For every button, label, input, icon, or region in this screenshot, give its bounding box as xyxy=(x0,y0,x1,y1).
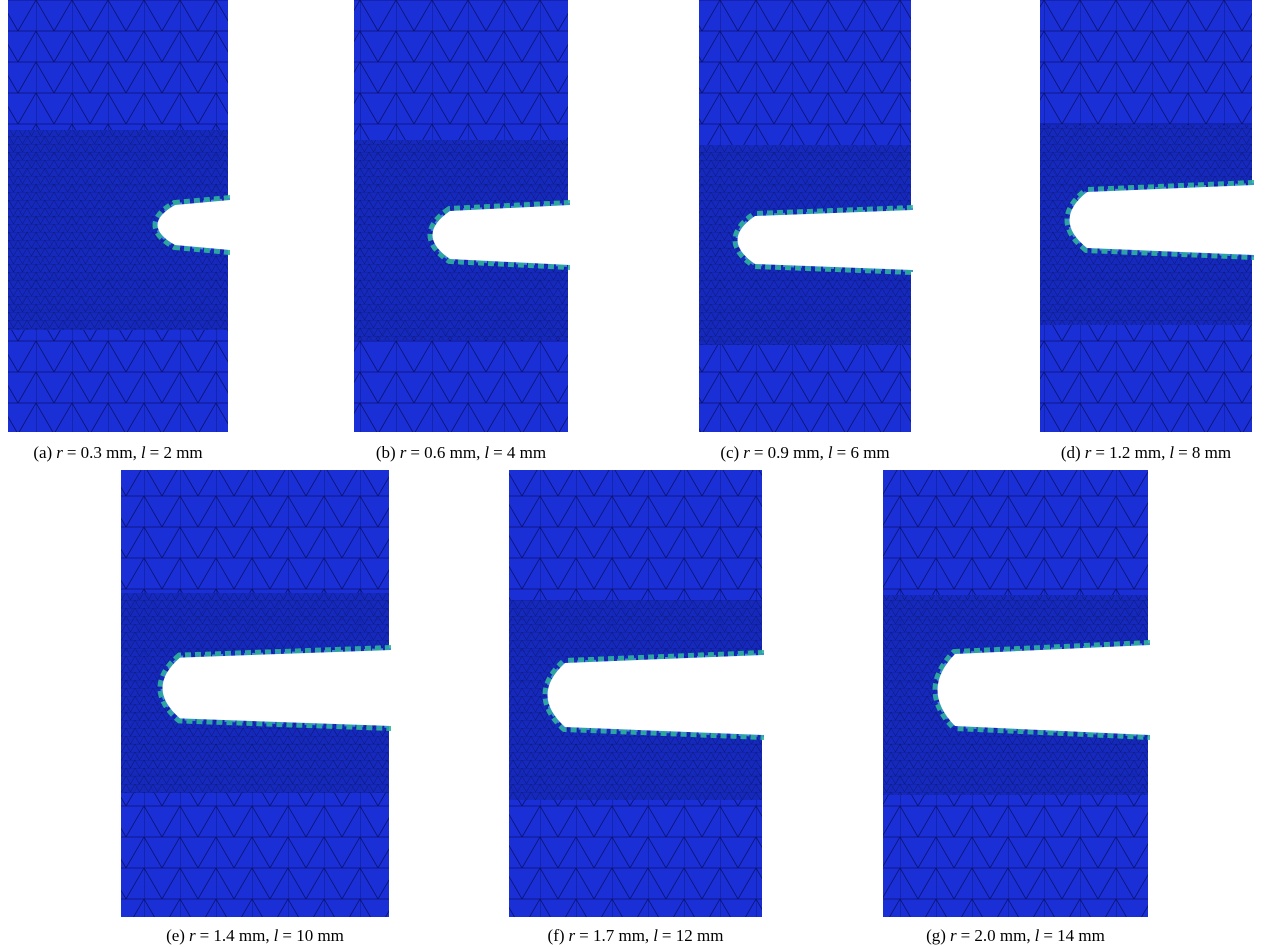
caption-l: l xyxy=(484,443,489,462)
caption-r-value: = 1.7 mm, xyxy=(579,926,649,945)
caption-l-value: = 4 mm xyxy=(493,443,546,462)
outside xyxy=(570,0,576,432)
notch xyxy=(938,645,1151,735)
outside xyxy=(1150,470,1156,917)
caption-r: r xyxy=(569,926,576,945)
caption-r-value: = 0.3 mm, xyxy=(67,443,137,462)
outside xyxy=(913,0,919,432)
caption-tag: (g) xyxy=(926,926,946,945)
caption-l-value: = 2 mm xyxy=(150,443,203,462)
panel: (d)r= 1.2 mm,l= 8 mm xyxy=(1040,0,1260,462)
caption-r-value: = 0.9 mm, xyxy=(754,443,824,462)
notch xyxy=(163,650,392,726)
caption-r: r xyxy=(1085,443,1092,462)
outside xyxy=(1254,0,1260,432)
caption: (a)r= 0.3 mm,l= 2 mm xyxy=(33,443,202,462)
caption: (c)r= 0.9 mm,l= 6 mm xyxy=(720,443,889,462)
caption-l-value: = 12 mm xyxy=(662,926,724,945)
panel: (g)r= 2.0 mm,l= 14 mm xyxy=(883,470,1156,945)
outside xyxy=(391,470,397,917)
caption-l: l xyxy=(141,443,146,462)
caption-l: l xyxy=(1035,926,1040,945)
caption-l-value: = 8 mm xyxy=(1178,443,1231,462)
caption-r-value: = 1.2 mm, xyxy=(1095,443,1165,462)
caption: (b)r= 0.6 mm,l= 4 mm xyxy=(376,443,546,462)
caption-tag: (a) xyxy=(33,443,52,462)
caption-r-value: = 1.4 mm, xyxy=(200,926,270,945)
caption-r-value: = 0.6 mm, xyxy=(410,443,480,462)
caption: (d)r= 1.2 mm,l= 8 mm xyxy=(1061,443,1231,462)
caption-l-value: = 6 mm xyxy=(837,443,890,462)
caption-r: r xyxy=(400,443,407,462)
caption-tag: (e) xyxy=(166,926,185,945)
caption-tag: (b) xyxy=(376,443,396,462)
caption-tag: (c) xyxy=(720,443,739,462)
panel: (e)r= 1.4 mm,l= 10 mm xyxy=(121,470,397,945)
caption-l-value: = 14 mm xyxy=(1043,926,1105,945)
caption-l: l xyxy=(274,926,279,945)
outside xyxy=(764,470,770,917)
caption-r: r xyxy=(950,926,957,945)
outside xyxy=(230,0,236,432)
notch xyxy=(738,210,914,270)
caption-l-value: = 10 mm xyxy=(282,926,344,945)
caption-r-value: = 2.0 mm, xyxy=(961,926,1031,945)
caption-l: l xyxy=(653,926,658,945)
caption-r: r xyxy=(189,926,196,945)
notch xyxy=(548,655,765,735)
panel: (a)r= 0.3 mm,l= 2 mm xyxy=(8,0,236,462)
figure: (a)r= 0.3 mm,l= 2 mm(b)r= 0.6 mm,l= 4 mm… xyxy=(0,0,1270,947)
panel: (f)r= 1.7 mm,l= 12 mm xyxy=(509,470,770,945)
caption: (e)r= 1.4 mm,l= 10 mm xyxy=(166,926,344,945)
caption-r: r xyxy=(743,443,750,462)
caption-l: l xyxy=(828,443,833,462)
notch xyxy=(433,205,571,265)
panel: (b)r= 0.6 mm,l= 4 mm xyxy=(354,0,576,462)
panel: (c)r= 0.9 mm,l= 6 mm xyxy=(699,0,919,462)
caption: (f)r= 1.7 mm,l= 12 mm xyxy=(548,926,724,945)
caption-tag: (d) xyxy=(1061,443,1081,462)
caption: (g)r= 2.0 mm,l= 14 mm xyxy=(926,926,1105,945)
caption-tag: (f) xyxy=(548,926,565,945)
caption-r: r xyxy=(56,443,63,462)
caption-l: l xyxy=(1169,443,1174,462)
notch xyxy=(1070,185,1255,255)
